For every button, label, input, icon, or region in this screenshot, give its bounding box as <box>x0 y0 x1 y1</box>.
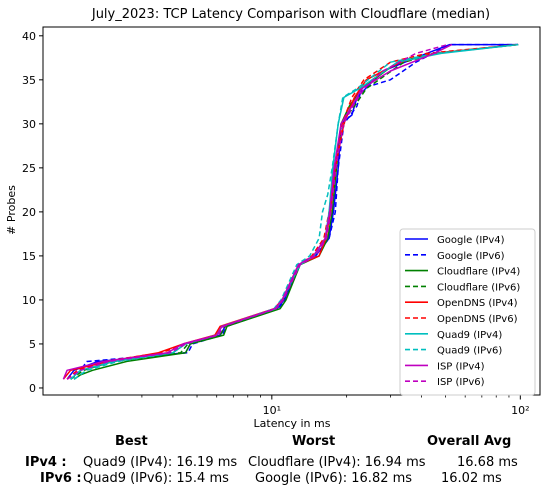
y-tick-label: 5 <box>29 338 36 351</box>
legend-label: OpenDNS (IPv4) <box>437 298 518 309</box>
x-tick-label: 10¹ <box>263 404 281 417</box>
legend-label: Cloudflare (IPv6) <box>437 282 520 293</box>
y-axis: 0 5 10 15 20 25 30 35 40 <box>22 30 43 395</box>
y-tick-label: 40 <box>22 30 36 43</box>
legend-label: Cloudflare (IPv4) <box>437 267 520 278</box>
summary-best-value: Quad9 (IPv4): 16.19 ms <box>83 455 237 470</box>
y-tick-label: 30 <box>22 118 36 131</box>
summary-worst-value: Cloudflare (IPv4): 16.94 ms <box>248 455 426 470</box>
y-tick-label: 25 <box>22 162 36 175</box>
x-axis: 10¹ 10² <box>98 395 529 417</box>
x-tick-label: 10² <box>511 404 529 417</box>
summary-row-label: IPv6 : <box>40 471 82 486</box>
legend-label: Google (IPv6) <box>437 251 505 262</box>
y-tick-label: 10 <box>22 294 36 307</box>
chart-title: July_2023: TCP Latency Comparison with C… <box>91 7 490 22</box>
legend-label: Quad9 (IPv6) <box>437 346 502 357</box>
legend-label: ISP (IPv4) <box>437 361 485 372</box>
summary-worst-header: Worst <box>292 434 335 449</box>
summary-overall-value: 16.68 ms <box>457 455 518 470</box>
summary-worst-value: Google (IPv6): 16.82 ms <box>255 471 412 486</box>
y-tick-label: 15 <box>22 250 36 263</box>
legend-label: ISP (IPv6) <box>437 377 485 388</box>
summary-best-value: Quad9 (IPv6): 15.4 ms <box>83 471 229 486</box>
legend-label: Quad9 (IPv4) <box>437 330 502 341</box>
summary-overall-value: 16.02 ms <box>441 471 502 486</box>
y-axis-label: # Probes <box>5 185 18 235</box>
summary-overall-header: Overall Avg <box>427 434 511 449</box>
x-axis-label: Latency in ms <box>254 417 331 430</box>
legend-label: OpenDNS (IPv6) <box>437 314 518 325</box>
chart-legend: Google (IPv4) Google (IPv6) Cloudflare (IP… <box>400 229 535 395</box>
legend-label: Google (IPv4) <box>437 235 505 246</box>
summary-best-header: Best <box>115 434 148 449</box>
latency-chart: July_2023: TCP Latency Comparison with C… <box>0 0 548 430</box>
y-tick-label: 20 <box>22 206 36 219</box>
y-tick-label: 0 <box>29 382 36 395</box>
summary-row-label: IPv4 : <box>25 455 67 470</box>
y-tick-label: 35 <box>22 74 36 87</box>
